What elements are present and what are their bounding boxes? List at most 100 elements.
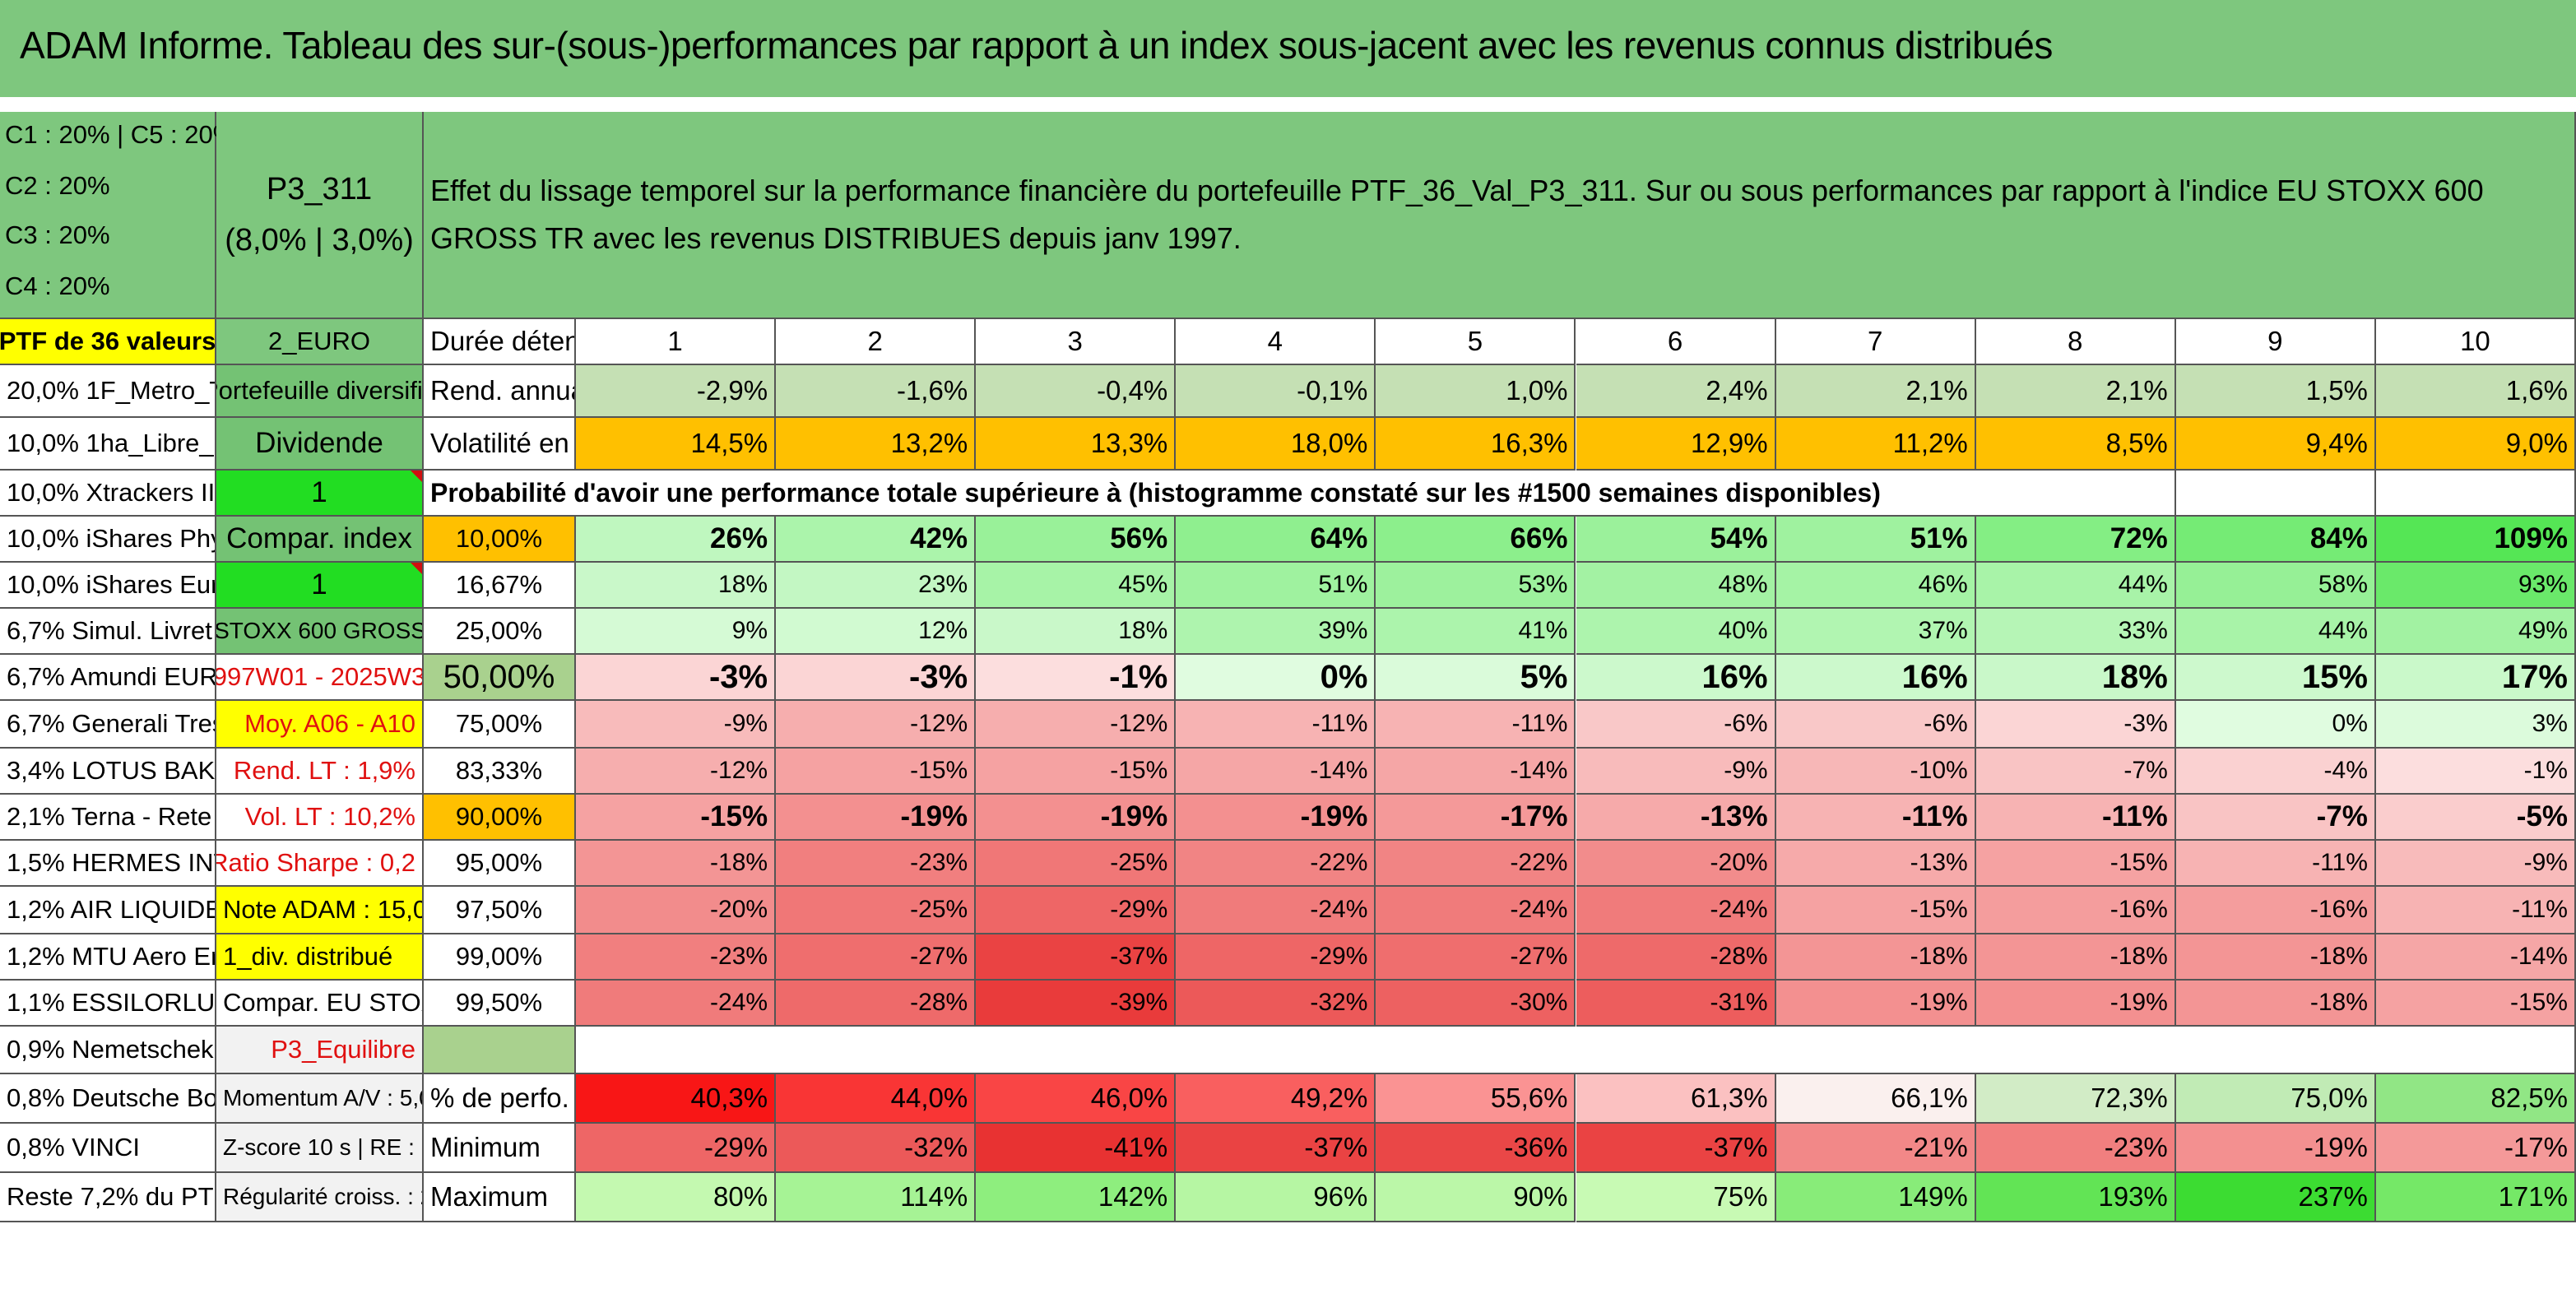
quantile-label: 90,00% — [424, 795, 576, 841]
quantile-value: -32% — [1176, 981, 1376, 1027]
quantile-value: -20% — [1576, 841, 1776, 887]
quantile-label: 95,00% — [424, 841, 576, 887]
quantile-value: -15% — [976, 749, 1177, 795]
minimum-value: -41% — [976, 1124, 1177, 1173]
maximum-value: 96% — [1176, 1173, 1376, 1222]
quantile-value: -15% — [776, 749, 977, 795]
quantile-value: -27% — [776, 934, 977, 981]
quantile-value: -24% — [1176, 887, 1376, 934]
maximum-value: 171% — [2375, 1173, 2576, 1222]
info-cell: Z-score 10 s | RE : 1,3 |-1,3 — [216, 1124, 424, 1173]
quantile-value: 16% — [1576, 655, 1776, 701]
quantile-value: -30% — [1376, 981, 1576, 1027]
maximum-value: 193% — [1975, 1173, 2176, 1222]
quantile-value: 37% — [1775, 609, 1976, 655]
info-cell: 1 — [216, 563, 424, 609]
year-header: 7 — [1775, 319, 1976, 365]
minimum-value: -19% — [2175, 1124, 2376, 1173]
quantile-value: 54% — [1576, 517, 1776, 563]
positives-value: 75,0% — [2175, 1074, 2376, 1124]
info-cell: Régularité croiss. : 20,0 / 20 — [216, 1173, 424, 1222]
volatility-label: Volatilité en % — [424, 418, 576, 471]
return-value: 2,4% — [1576, 365, 1776, 418]
holding-row: 20,0% 1F_Metro_ToutHab_Anc — [0, 365, 216, 418]
quantile-value: 26% — [576, 517, 777, 563]
info-cell: Vol. LT : 10,2% — [216, 795, 424, 841]
minimum-value: -37% — [1176, 1124, 1376, 1173]
quantile-label: 99,00% — [424, 934, 576, 981]
year-header: 8 — [1975, 319, 2176, 365]
positives-value: 44,0% — [776, 1074, 977, 1124]
allocation-label: C1 : 20% | C5 : 20% — [5, 120, 236, 149]
holding-row: 0,8% VINCI — [0, 1124, 216, 1173]
return-value: 2,1% — [1975, 365, 2176, 418]
quantile-value: -23% — [776, 841, 977, 887]
info-cell: Ratio Sharpe : 0,2 — [216, 841, 424, 887]
quantile-value: -24% — [1376, 887, 1576, 934]
portfolio-params: (8,0% | 3,0%) — [225, 223, 414, 257]
quantile-value: 45% — [976, 563, 1177, 609]
holding-row: 1,1% ESSILORLUXOTTICA — [0, 981, 216, 1027]
info-cell: Compar. index — [216, 517, 424, 563]
quantile-value: 41% — [1376, 609, 1576, 655]
quantile-value: 44% — [1975, 563, 2176, 609]
info-cell: Portefeuille diversifié — [216, 365, 424, 418]
quantile-value: 44% — [2175, 609, 2376, 655]
volatility-value: 13,3% — [976, 418, 1177, 471]
volatility-value: 13,2% — [776, 418, 977, 471]
return-label: Rend. annualisé en % — [424, 365, 576, 418]
quantile-value: -11% — [1975, 795, 2176, 841]
quantile-value: -39% — [976, 981, 1177, 1027]
quantile-value: -6% — [1576, 701, 1776, 749]
volatility-value: 12,9% — [1576, 418, 1776, 471]
empty-cell — [424, 1027, 576, 1074]
positives-value: 66,1% — [1775, 1074, 1976, 1124]
quantile-value: -16% — [1975, 887, 2176, 934]
quantile-value: -11% — [1176, 701, 1376, 749]
holding-row: 10,0% iShares Physical Gol — [0, 517, 216, 563]
allocation-label: C2 : 20% — [5, 171, 110, 200]
quantile-value: -25% — [976, 841, 1177, 887]
info-cell: 1997W01 - 2025W35 — [216, 655, 424, 701]
quantile-value: -18% — [1975, 934, 2176, 981]
quantile-value: 53% — [1376, 563, 1576, 609]
minimum-label: Minimum — [424, 1124, 576, 1173]
positives-value: 55,6% — [1376, 1074, 1576, 1124]
quantile-value: -19% — [776, 795, 977, 841]
empty-cell — [2375, 471, 2576, 517]
quantile-value: 33% — [1975, 609, 2176, 655]
quantile-value: 40% — [1576, 609, 1776, 655]
minimum-value: -36% — [1376, 1124, 1576, 1173]
quantile-value: -11% — [2175, 841, 2376, 887]
positives-value: 49,2% — [1176, 1074, 1376, 1124]
quantile-value: -18% — [2175, 981, 2376, 1027]
quantile-value: 109% — [2375, 517, 2576, 563]
probability-label: Probabilité d'avoir une performance tota… — [424, 471, 2176, 517]
minimum-value: -29% — [576, 1124, 777, 1173]
quantile-value: -9% — [576, 701, 777, 749]
year-header: 9 — [2175, 319, 2376, 365]
minimum-value: -37% — [1576, 1124, 1776, 1173]
positives-value: 72,3% — [1975, 1074, 2176, 1124]
year-header: 1 — [576, 319, 777, 365]
volatility-value: 9,0% — [2375, 418, 2576, 471]
quantile-value: -22% — [1376, 841, 1576, 887]
minimum-value: -21% — [1775, 1124, 1976, 1173]
quantile-value: -20% — [576, 887, 777, 934]
quantile-value: -10% — [1775, 749, 1976, 795]
quantile-value: -31% — [1576, 981, 1776, 1027]
maximum-value: 237% — [2175, 1173, 2376, 1222]
holding-row: 10,0% iShares Euro Governm — [0, 563, 216, 609]
quantile-value: 15% — [2175, 655, 2376, 701]
allocation-label: C4 : 20% — [5, 271, 110, 300]
return-value: -2,9% — [576, 365, 777, 418]
quantile-label: 75,00% — [424, 701, 576, 749]
quantile-value: -37% — [976, 934, 1177, 981]
quantile-label: 97,50% — [424, 887, 576, 934]
minimum-value: -17% — [2375, 1124, 2576, 1173]
quantile-value: -27% — [1376, 934, 1576, 981]
quantile-value: 18% — [976, 609, 1177, 655]
volatility-value: 8,5% — [1975, 418, 2176, 471]
quantile-label: 83,33% — [424, 749, 576, 795]
quantile-value: -13% — [1576, 795, 1776, 841]
